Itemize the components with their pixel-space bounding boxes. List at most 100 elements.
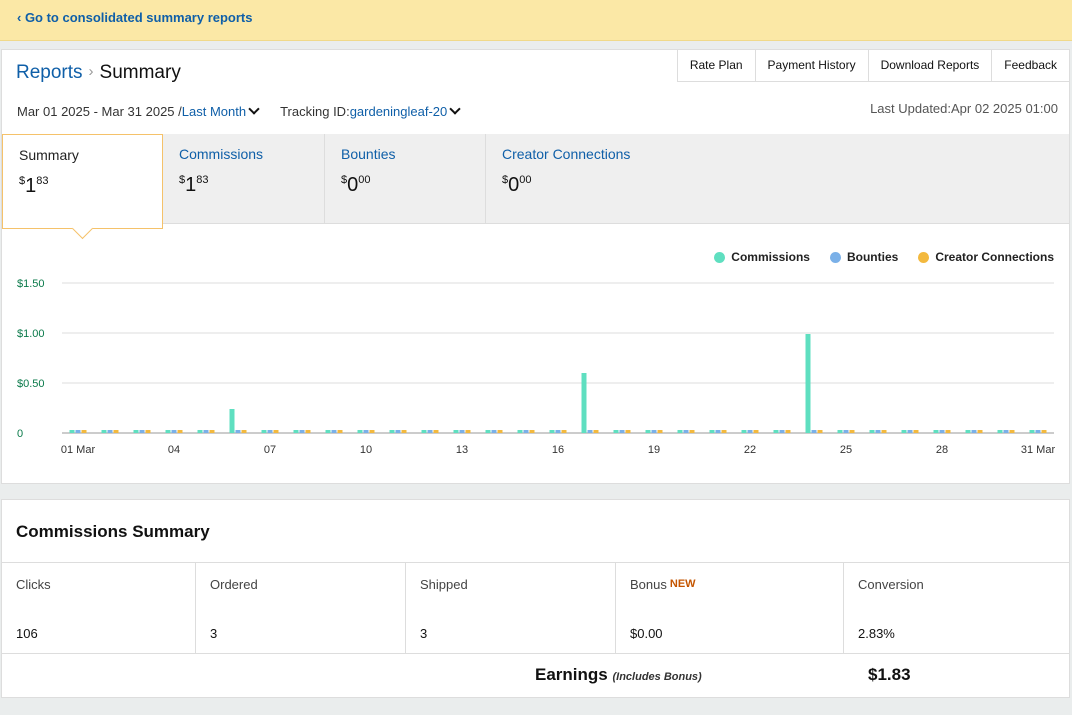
bar-creator-connections bbox=[337, 430, 343, 433]
tracking-label: Tracking ID: bbox=[280, 104, 350, 119]
bar-bounties bbox=[523, 430, 529, 433]
x-tick-label: 16 bbox=[552, 444, 564, 456]
legend-item-commissions[interactable]: Commissions bbox=[714, 250, 810, 264]
breadcrumb: Reports › Summary bbox=[16, 62, 181, 84]
bar-bounties bbox=[779, 430, 785, 433]
value-whole: 1 bbox=[185, 174, 197, 196]
bar-bounties bbox=[715, 430, 721, 433]
download-reports-button[interactable]: Download Reports bbox=[867, 50, 992, 82]
x-tick-label: 01 Mar bbox=[61, 444, 96, 456]
bar-creator-connections bbox=[433, 430, 439, 433]
bar-commissions bbox=[325, 430, 331, 433]
bar-bounties bbox=[107, 430, 113, 433]
bar-creator-connections bbox=[817, 430, 823, 433]
value-cents: 83 bbox=[36, 175, 49, 187]
metric-value: 3 bbox=[210, 626, 218, 641]
chevron-down-icon bbox=[248, 103, 260, 115]
bar-creator-connections bbox=[657, 430, 663, 433]
bar-creator-connections bbox=[465, 430, 471, 433]
bar-bounties bbox=[971, 430, 977, 433]
top-banner: ‹ Go to consolidated summary reports bbox=[0, 0, 1072, 41]
bar-commissions bbox=[357, 430, 363, 433]
bar-creator-connections bbox=[305, 430, 311, 433]
summary-metrics: Clicks 106 Ordered 3 Shipped 3 Bonus NEW … bbox=[2, 562, 1069, 654]
bar-creator-connections bbox=[1041, 430, 1047, 433]
bar-commissions bbox=[165, 430, 171, 433]
period-dropdown[interactable]: Last Month bbox=[182, 103, 260, 119]
bar-creator-connections bbox=[753, 430, 759, 433]
bar-commissions bbox=[709, 430, 715, 433]
tab-commissions[interactable]: Commissions $183 bbox=[163, 134, 325, 224]
section-title: Commissions Summary bbox=[16, 522, 210, 541]
rate-plan-button[interactable]: Rate Plan bbox=[676, 50, 755, 82]
bar-commissions bbox=[293, 430, 299, 433]
breadcrumb-reports-link[interactable]: Reports bbox=[16, 62, 83, 83]
bar-bounties bbox=[587, 430, 593, 433]
y-tick-label: $0.50 bbox=[17, 378, 45, 390]
tab-summary[interactable]: Summary $183 bbox=[2, 134, 163, 229]
chart-svg: 0 $0.50 $1.00 $1.50 01 Mar 04 07 10 13 16 19 22 25 28… bbox=[17, 278, 1055, 456]
bar-bounties bbox=[1003, 430, 1009, 433]
bar-commissions bbox=[613, 430, 619, 433]
x-tick-label: 28 bbox=[936, 444, 948, 456]
bar-commissions bbox=[453, 430, 459, 433]
bar-commissions bbox=[261, 430, 267, 433]
tracking-id-dropdown[interactable]: Tracking ID:gardeningleaf-20 bbox=[280, 103, 461, 119]
consolidated-reports-link[interactable]: ‹ Go to consolidated summary reports bbox=[17, 10, 253, 25]
bar-bounties bbox=[651, 430, 657, 433]
bar-commissions bbox=[517, 430, 523, 433]
legend-label: Bounties bbox=[846, 250, 899, 264]
bar-bounties bbox=[203, 430, 209, 433]
bar-commissions bbox=[421, 430, 427, 433]
payment-history-button[interactable]: Payment History bbox=[754, 50, 868, 82]
bar-bounties bbox=[75, 430, 81, 433]
earnings-chart: 0 $0.50 $1.00 $1.50 01 Mar 04 07 10 13 16 19 22 25 28… bbox=[2, 226, 1069, 476]
currency-symbol: $ bbox=[502, 174, 509, 186]
bar-commissions bbox=[869, 430, 875, 433]
earnings-note: (Includes Bonus) bbox=[612, 671, 702, 683]
value-whole: 0 bbox=[508, 174, 520, 196]
bar-bounties bbox=[555, 430, 561, 433]
tab-bounties[interactable]: Bounties $000 bbox=[325, 134, 486, 224]
currency-symbol: $ bbox=[19, 175, 26, 187]
bar-creator-connections bbox=[913, 430, 919, 433]
y-tick-label: $1.00 bbox=[17, 328, 45, 340]
bar-creator-connections bbox=[881, 430, 887, 433]
bar-bounties bbox=[683, 430, 689, 433]
bar-commissions bbox=[133, 430, 139, 433]
x-tick-label: 25 bbox=[840, 444, 852, 456]
bar-commissions bbox=[229, 409, 235, 433]
metric-value: 106 bbox=[16, 626, 38, 641]
page-title: Summary bbox=[99, 62, 181, 83]
legend-dot bbox=[829, 251, 841, 263]
bar-commissions bbox=[101, 430, 107, 433]
feedback-button[interactable]: Feedback bbox=[991, 50, 1069, 82]
bar-creator-connections bbox=[113, 430, 119, 433]
bar-bounties bbox=[1035, 430, 1041, 433]
bar-bounties bbox=[459, 430, 465, 433]
legend-dot bbox=[714, 251, 726, 263]
legend-item-creator-connections[interactable]: Creator Connections bbox=[918, 250, 1054, 264]
bar-commissions bbox=[485, 430, 491, 433]
bar-bounties bbox=[171, 430, 177, 433]
bar-creator-connections bbox=[369, 430, 375, 433]
bar-creator-connections bbox=[497, 430, 503, 433]
bar-bounties bbox=[875, 430, 881, 433]
legend-item-bounties[interactable]: Bounties bbox=[829, 250, 899, 264]
bar-commissions bbox=[677, 430, 683, 433]
bonus-label: Bonus bbox=[630, 577, 667, 592]
bar-creator-connections bbox=[81, 430, 87, 433]
y-tick-label: $1.50 bbox=[17, 278, 45, 290]
tab-creator-connections[interactable]: Creator Connections $000 bbox=[486, 134, 686, 224]
tab-label: Commissions bbox=[179, 146, 264, 162]
tab-label: Summary bbox=[19, 147, 79, 163]
metric-label: Ordered bbox=[210, 577, 258, 592]
bar-commissions bbox=[965, 430, 971, 433]
bar-commissions bbox=[805, 334, 811, 433]
value-cents: 83 bbox=[196, 174, 209, 186]
metric-value: $0.00 bbox=[630, 626, 663, 641]
bar-creator-connections bbox=[689, 430, 695, 433]
value-cents: 00 bbox=[519, 174, 532, 186]
earnings-label: Earnings (Includes Bonus) bbox=[535, 665, 702, 685]
bar-creator-connections bbox=[977, 430, 983, 433]
